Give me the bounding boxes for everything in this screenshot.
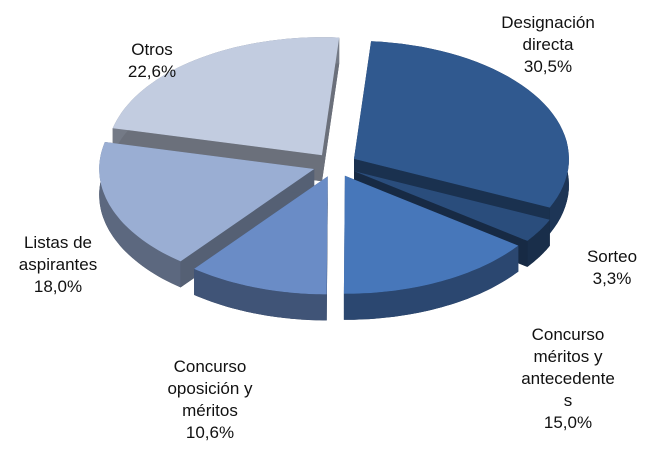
- value-label: 22,6%: [128, 62, 176, 81]
- slice: [99, 142, 315, 262]
- slice-side: [326, 176, 328, 321]
- value-label: 18,0%: [34, 277, 82, 296]
- slice: [194, 176, 328, 321]
- value-label: 10,6%: [186, 423, 234, 442]
- slice-wall: [343, 245, 519, 320]
- slice-wall: [527, 219, 550, 267]
- category-label: Otros: [131, 40, 173, 59]
- slice: [354, 41, 569, 208]
- slice: [343, 175, 519, 294]
- slice-side: [322, 37, 340, 182]
- category-label: Sorteo: [587, 247, 637, 266]
- value-label: 15,0%: [544, 413, 592, 432]
- category-label: Concurso oposición y méritos: [167, 357, 253, 420]
- value-label: 30,5%: [524, 57, 572, 76]
- category-label: Listas de aspirantes: [19, 233, 97, 274]
- category-label: Designación directa: [501, 13, 595, 54]
- value-label: 3,3%: [593, 269, 632, 288]
- slice: [354, 171, 550, 241]
- slice: [194, 176, 328, 295]
- slice: [112, 37, 340, 156]
- category-label: Concurso méritos y antecedente s: [521, 325, 615, 410]
- slice: [343, 175, 519, 320]
- slice-wall: [99, 142, 181, 288]
- slice-wall: [194, 268, 327, 321]
